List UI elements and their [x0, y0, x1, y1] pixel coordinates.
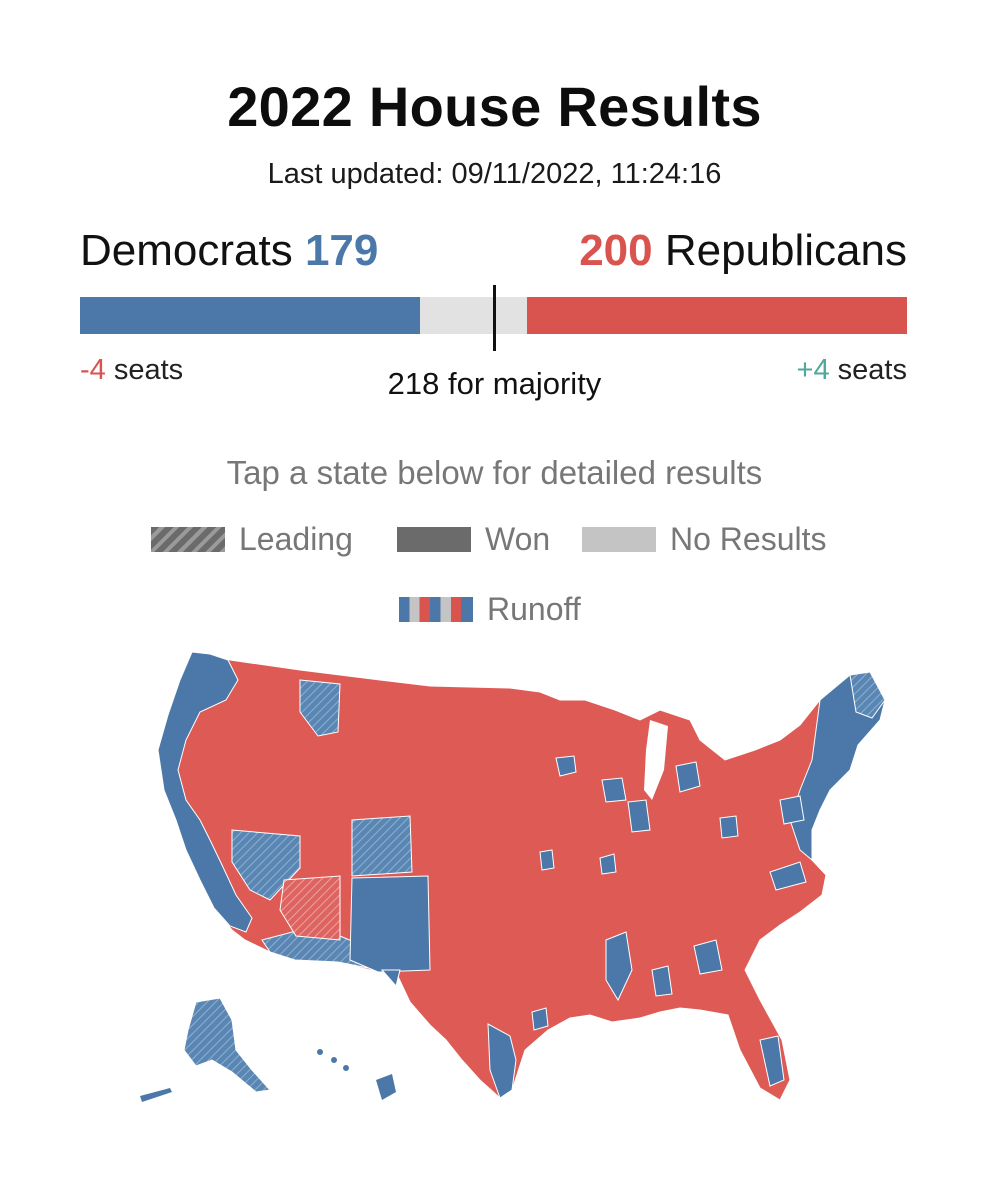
st-louis-dem — [599, 853, 617, 875]
republicans-seat-count: 200 — [579, 226, 653, 275]
legend-leading: Leading — [151, 521, 353, 557]
lake-michigan — [644, 720, 668, 800]
nevada-south-red — [279, 875, 341, 941]
republicans-label: Republicans — [664, 226, 907, 275]
texas-metro-dem — [531, 1007, 549, 1031]
alaska-islands — [140, 1088, 172, 1102]
kansas-city-dem — [539, 849, 555, 871]
minnesota-metro-dem — [555, 755, 577, 777]
chicago-dem — [627, 799, 651, 833]
montana-dem — [299, 679, 341, 737]
democrats-change-unit: seats — [113, 354, 184, 386]
us-house-district-map[interactable] — [0, 640, 989, 1120]
alaska-leading — [183, 997, 271, 1093]
no-results-label: No Results — [670, 520, 827, 557]
pacific-coast-dem — [157, 651, 253, 933]
mid-atlantic-dem — [779, 795, 805, 825]
alabama-dem — [651, 965, 673, 997]
republicans-change-unit: seats — [837, 354, 907, 386]
ohio-dem — [719, 815, 739, 839]
democrats-seat-count: 179 — [304, 226, 379, 275]
won-swatch — [397, 526, 471, 552]
democrats-bar-fill — [80, 297, 421, 334]
legend-won: Won — [397, 521, 550, 557]
legend-no-results: No Results — [582, 521, 827, 557]
michigan-dem — [675, 761, 701, 793]
el-paso-dem — [380, 969, 401, 988]
republicans-seat-change: +4 seats — [797, 354, 907, 387]
republicans-tally: 200 Republicans — [579, 226, 907, 276]
runoff-swatch — [399, 596, 473, 622]
page-title: 2022 House Results — [227, 75, 762, 138]
runoff-label: Runoff — [487, 590, 581, 627]
instructions-text: Tap a state below for detailed results — [226, 454, 763, 491]
democrats-seat-change: -4 seats — [80, 354, 183, 387]
leading-swatch — [151, 526, 225, 552]
new-mexico-dem — [349, 875, 431, 973]
majority-label: 218 for majority — [387, 366, 602, 401]
colorado-dem — [351, 815, 413, 877]
won-label: Won — [485, 520, 551, 557]
nevada-arizona-dem — [231, 829, 301, 901]
no-results-swatch — [582, 526, 656, 552]
democrats-tally: Democrats 179 — [80, 226, 378, 276]
democrats-label: Democrats — [80, 226, 293, 275]
wisconsin-dem — [601, 777, 627, 803]
leading-label: Leading — [239, 520, 353, 557]
democrats-change-value: -4 — [80, 354, 106, 386]
republicans-bar-fill — [526, 297, 907, 334]
legend-runoff: Runoff — [399, 591, 581, 627]
texas-border-dem — [487, 1023, 517, 1099]
hawaii — [317, 1049, 396, 1100]
last-updated: Last updated: 09/11/2022, 11:24:16 — [267, 158, 722, 190]
maine-leading — [849, 671, 886, 719]
florida-dem — [759, 1035, 785, 1087]
republicans-change-value: +4 — [796, 354, 830, 386]
majority-marker — [493, 285, 496, 351]
georgia-dem — [693, 939, 723, 975]
mississippi-delta-dem — [605, 931, 633, 1002]
north-carolina-dem — [769, 861, 807, 891]
